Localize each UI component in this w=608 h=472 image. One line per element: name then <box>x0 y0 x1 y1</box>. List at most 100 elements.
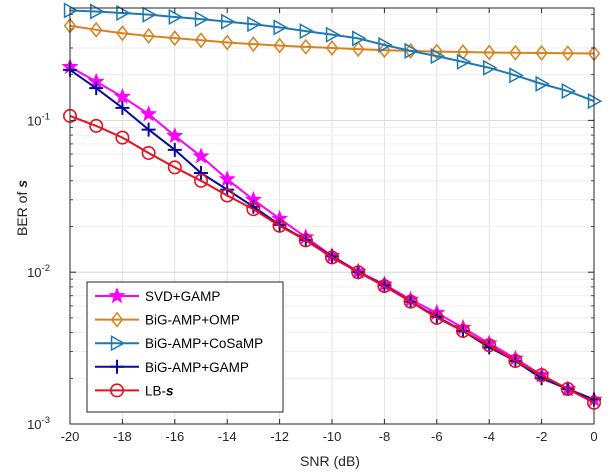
data-point-marker <box>560 382 575 397</box>
legend: SVD+GAMP BiG-AMP+OMP BiG-AMP+CoSaMP BiG-AMP… <box>86 281 284 413</box>
y-tick-exponent: -2 <box>42 263 50 274</box>
data-point-marker <box>429 310 444 325</box>
legend-label-text: SVD+GAMP <box>145 289 220 304</box>
data-point-marker <box>63 2 79 19</box>
series-triangle-right <box>63 2 603 110</box>
legend-label-text: BiG-AMP+OMP <box>145 313 240 328</box>
data-point-marker <box>218 170 236 187</box>
data-point-marker <box>404 42 419 59</box>
x-tick-label: -14 <box>218 429 237 444</box>
data-point-marker <box>141 145 156 160</box>
data-point-marker <box>482 338 497 353</box>
data-point-marker <box>351 265 366 280</box>
data-point-marker <box>115 100 130 115</box>
data-point-marker <box>325 26 341 43</box>
axes-layer: -20 -18 -16 -14 -12 -10 -8 -6 -4 -2 010-310-210-1 <box>27 7 598 444</box>
data-point-marker <box>324 250 339 265</box>
series-diamond <box>63 17 601 62</box>
data-point-marker <box>509 67 524 84</box>
data-point-marker <box>298 233 313 248</box>
data-point-marker <box>272 218 287 233</box>
data-point-marker <box>482 44 496 61</box>
data-point-marker <box>167 160 182 175</box>
data-point-marker <box>115 130 130 145</box>
data-point-marker <box>142 27 155 44</box>
y-tick-label: 10-1 <box>27 111 50 128</box>
y-tick-exponent: -1 <box>42 111 50 122</box>
data-point-marker <box>535 75 550 92</box>
series-line <box>69 114 595 404</box>
data-point-marker <box>168 30 182 47</box>
data-point-marker <box>192 147 210 164</box>
data-point-marker <box>509 44 522 61</box>
legend-label-symbol: s <box>166 383 174 398</box>
data-point-marker <box>378 42 391 59</box>
data-point-marker <box>246 202 261 217</box>
series-line <box>69 9 595 103</box>
data-point-marker <box>89 21 103 38</box>
data-point-marker <box>220 34 234 51</box>
x-tick-label: -16 <box>165 429 184 444</box>
legend-label-text: BiG-AMP+CoSaMP <box>145 336 263 351</box>
data-point-marker <box>352 30 367 47</box>
legend-label: BiG-AMP+OMP <box>145 313 240 328</box>
data-point-marker <box>273 37 286 54</box>
data-point-marker <box>535 44 548 62</box>
data-point-marker <box>534 368 549 383</box>
data-point-marker <box>221 13 236 30</box>
data-point-marker <box>587 93 603 110</box>
data-point-marker <box>561 82 577 100</box>
series-line <box>69 24 595 55</box>
data-point-marker <box>430 48 446 65</box>
data-point-marker <box>194 166 208 181</box>
data-point-marker <box>273 19 288 36</box>
data-point-marker <box>194 173 209 188</box>
legend-label: LB-s <box>145 383 174 398</box>
data-point-marker <box>378 36 393 54</box>
data-point-marker <box>113 87 131 105</box>
data-point-marker <box>299 23 315 40</box>
data-point-marker <box>247 16 262 33</box>
data-point-marker <box>141 122 156 137</box>
x-tick-label: 0 <box>590 429 597 444</box>
legend-entry: SVD+GAMP <box>95 287 220 304</box>
data-point-marker <box>142 6 157 23</box>
data-point-marker <box>456 53 472 70</box>
legend-label-text: BiG-AMP+GAMP <box>145 360 249 375</box>
data-point-marker <box>168 8 184 26</box>
legend-marker <box>110 359 124 374</box>
legend-label-text: LB- <box>145 383 166 398</box>
data-point-marker <box>89 81 104 96</box>
data-point-marker <box>403 294 418 309</box>
x-axis-title: SNR (dB) <box>300 453 360 469</box>
y-tick-base: 10 <box>27 113 41 128</box>
data-point-marker <box>166 126 184 144</box>
data-point-marker <box>483 59 498 76</box>
x-tick-label: -2 <box>536 429 548 444</box>
data-point-marker <box>351 41 365 58</box>
y-tick-label: 10-2 <box>27 263 50 280</box>
legend-entry: BiG-AMP+OMP <box>95 311 240 328</box>
data-point-marker <box>167 142 182 157</box>
x-tick-label: -12 <box>270 429 289 444</box>
y-tick-exponent: -3 <box>42 415 50 426</box>
y-axis-title-prefix: BER of <box>14 188 30 236</box>
data-point-marker <box>247 36 260 53</box>
legend-marker <box>110 335 126 352</box>
data-point-marker <box>89 118 104 133</box>
y-tick-base: 10 <box>27 265 41 280</box>
data-point-marker <box>561 45 575 62</box>
x-tick-label: -20 <box>61 429 80 444</box>
series-layer <box>61 2 603 410</box>
data-point-marker <box>430 43 444 60</box>
legend-label: BiG-AMP+CoSaMP <box>145 336 263 351</box>
data-point-marker <box>299 38 313 55</box>
data-point-marker <box>194 10 210 28</box>
y-axis-title-symbol: s <box>14 180 30 188</box>
x-tick-label: -10 <box>323 429 342 444</box>
y-tick-base: 10 <box>27 417 41 432</box>
data-point-marker <box>220 188 235 203</box>
legend-marker <box>110 383 125 398</box>
x-tick-label: -6 <box>431 429 443 444</box>
